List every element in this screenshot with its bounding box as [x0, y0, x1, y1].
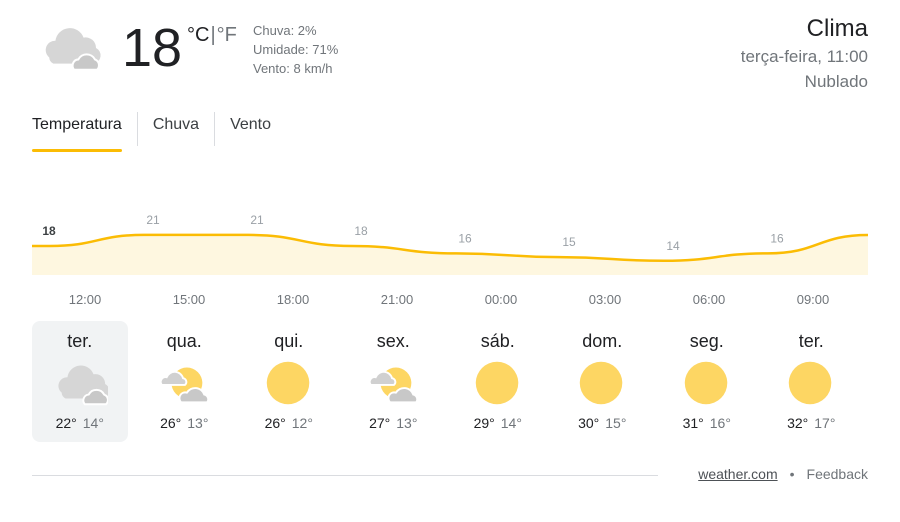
sunny-icon [475, 361, 519, 405]
data-label: 21 [250, 213, 264, 227]
tab-chuva[interactable]: Chuva [136, 112, 214, 146]
high-temp: 29° [473, 415, 495, 431]
data-label: 16 [458, 231, 472, 245]
tab-bar: Temperatura Chuva Vento [32, 112, 286, 152]
day-1[interactable]: qua. 26° 13° [137, 321, 233, 442]
low-temp: 13° [396, 415, 418, 431]
data-label: 21 [146, 213, 160, 227]
wind: Vento: 8 km/h [253, 61, 333, 76]
data-label: 14 [666, 239, 680, 253]
sunny-icon [580, 361, 623, 405]
data-label: 18 [42, 224, 56, 238]
current-temperature: 18 [122, 18, 183, 78]
tab-temperatura[interactable]: Temperatura [32, 112, 137, 152]
time-label: 00:00 [485, 292, 518, 307]
high-temp: 32° [787, 415, 809, 431]
low-temp: 12° [291, 415, 313, 431]
partly-cloudy-icon [369, 366, 419, 404]
low-temp: 14° [82, 415, 104, 431]
data-label: 15 [562, 235, 576, 249]
high-temp: 22° [55, 415, 77, 431]
footer: weather.com • Feedback [698, 466, 868, 482]
low-temp: 16° [709, 415, 731, 431]
day-name: ter. [798, 331, 824, 351]
temperature-chart: 18 12:00 21 15:00 21 18:00 18 21:00 16 00:00 15 03:… [31, 213, 869, 307]
high-temp: 26° [160, 415, 182, 431]
low-temp: 14° [500, 415, 522, 431]
day-3[interactable]: sex. 27° 13° [346, 321, 442, 442]
feedback-link[interactable]: Feedback [806, 466, 868, 482]
humidity: Umidade: 71% [253, 42, 339, 57]
source-link[interactable]: weather.com [698, 466, 778, 482]
time-label: 03:00 [589, 292, 622, 307]
high-temp: 31° [682, 415, 704, 431]
high-temp: 27° [369, 415, 391, 431]
temperature-area [32, 234, 868, 275]
day-2[interactable]: qui. 26° 12° [241, 321, 337, 442]
high-temp: 30° [578, 415, 600, 431]
temperature-line [31, 233, 869, 263]
divider [32, 475, 658, 476]
day-7[interactable]: ter. 32° 17° [764, 321, 860, 442]
current-details: Chuva: 2% Umidade: 71% Vento: 8 km/h [253, 21, 338, 78]
day-name: sáb. [480, 331, 515, 351]
tab-vento[interactable]: Vento [214, 112, 286, 146]
data-label: 16 [770, 231, 784, 245]
day-name: ter. [67, 331, 93, 351]
data-label: 18 [354, 224, 368, 238]
partly-cloudy-icon [160, 366, 210, 404]
day-name: seg. [689, 331, 724, 351]
day-4[interactable]: sáb. 29° 14° [450, 321, 546, 442]
day-5[interactable]: dom. 30° 15° [555, 321, 651, 442]
time-label: 15:00 [173, 292, 206, 307]
time-label: 12:00 [69, 292, 102, 307]
cloudy-icon [57, 364, 108, 406]
unit-toggle: °C|°F [187, 24, 237, 47]
day-name: sex. [376, 331, 410, 351]
datetime: terça-feira, 11:00 [740, 47, 868, 66]
unit-separator: | [210, 24, 216, 46]
sunny-icon [266, 361, 310, 405]
day-name: qua. [166, 331, 202, 351]
footer-dot: • [789, 466, 795, 482]
sunny-icon [789, 361, 832, 405]
cloudy-icon [44, 27, 102, 71]
day-name: qui. [274, 331, 304, 351]
high-temp: 26° [264, 415, 286, 431]
time-label: 18:00 [277, 292, 310, 307]
time-label: 21:00 [381, 292, 414, 307]
day-6[interactable]: seg. 31° 16° [659, 321, 755, 442]
fahrenheit-button[interactable]: °F [216, 24, 237, 46]
condition: Nublado [804, 72, 868, 91]
widget-title: Clima [806, 15, 868, 42]
celsius-button[interactable]: °C [187, 24, 210, 46]
day-0[interactable]: ter. 22° 14° [32, 321, 128, 442]
low-temp: 15° [605, 415, 627, 431]
low-temp: 13° [187, 415, 209, 431]
rain-chance: Chuva: 2% [253, 23, 317, 38]
daily-forecast: ter. 22° 14° qua. 26° 13° qui. 26° 12° sex. 27… [32, 321, 868, 442]
location-info: Clima terça-feira, 11:00 Nublado [741, 14, 868, 94]
low-temp: 17° [814, 415, 836, 431]
time-label: 09:00 [797, 292, 830, 307]
time-label: 06:00 [693, 292, 726, 307]
sunny-icon [684, 361, 728, 405]
day-name: dom. [582, 331, 623, 351]
